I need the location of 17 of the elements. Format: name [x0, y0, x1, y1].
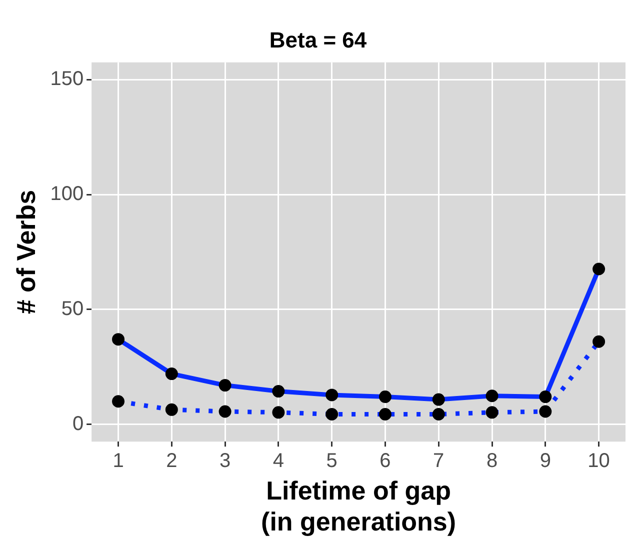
y-tick-label: 0	[72, 412, 84, 435]
x-tick-label: 3	[219, 450, 231, 472]
x-tick-label: 9	[540, 450, 551, 472]
x-tick-label: 6	[380, 450, 391, 472]
x-tick-label: 1	[112, 450, 124, 472]
y-tick-label: 150	[50, 68, 84, 90]
x-axis-title: Lifetime of gap (in generations)	[261, 475, 456, 537]
x-tick-label: 7	[433, 450, 444, 472]
chart-title: Beta = 64	[269, 27, 368, 52]
y-tick-label: 100	[50, 183, 84, 206]
y-tick-label: 50	[61, 298, 84, 320]
x-tick-label: 2	[166, 450, 178, 472]
y-axis-title: # of Verbs	[10, 190, 41, 314]
x-tick-label: 5	[326, 450, 338, 472]
x-tick-label: 10	[588, 450, 610, 472]
x-tick-label: 4	[272, 450, 284, 472]
x-tick-label: 8	[486, 450, 498, 472]
